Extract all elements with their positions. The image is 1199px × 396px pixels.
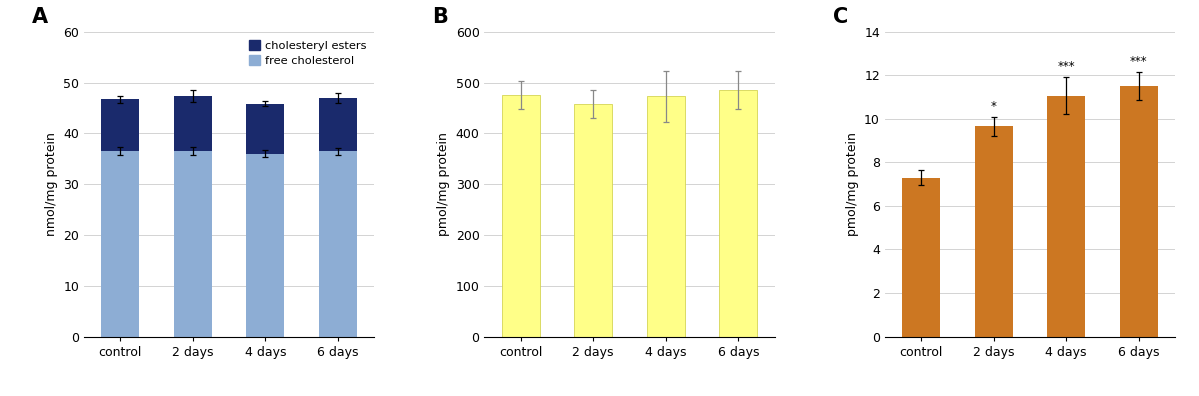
Bar	[1120, 86, 1157, 337]
Text: *: *	[990, 100, 996, 113]
Bar	[903, 177, 940, 337]
Bar	[247, 104, 284, 154]
Bar	[502, 95, 540, 337]
Text: ***: ***	[1058, 61, 1076, 74]
Text: A: A	[31, 7, 48, 27]
Bar	[719, 90, 757, 337]
Y-axis label: nmol/mg protein: nmol/mg protein	[44, 132, 58, 236]
Text: B: B	[432, 7, 448, 27]
Y-axis label: pmol/mg protein: pmol/mg protein	[845, 132, 858, 236]
Bar	[247, 154, 284, 337]
Bar	[975, 126, 1012, 337]
Bar	[319, 151, 357, 337]
Bar	[174, 151, 211, 337]
Y-axis label: pmol/mg protein: pmol/mg protein	[436, 132, 450, 236]
Bar	[647, 96, 685, 337]
Bar	[574, 104, 611, 337]
Bar	[174, 96, 211, 151]
Bar	[102, 151, 139, 337]
Bar	[319, 98, 357, 151]
Legend: cholesteryl esters, free cholesterol: cholesteryl esters, free cholesterol	[247, 37, 368, 69]
Bar	[102, 99, 139, 151]
Text: ***: ***	[1129, 55, 1147, 68]
Text: C: C	[832, 7, 848, 27]
Bar	[1048, 96, 1085, 337]
